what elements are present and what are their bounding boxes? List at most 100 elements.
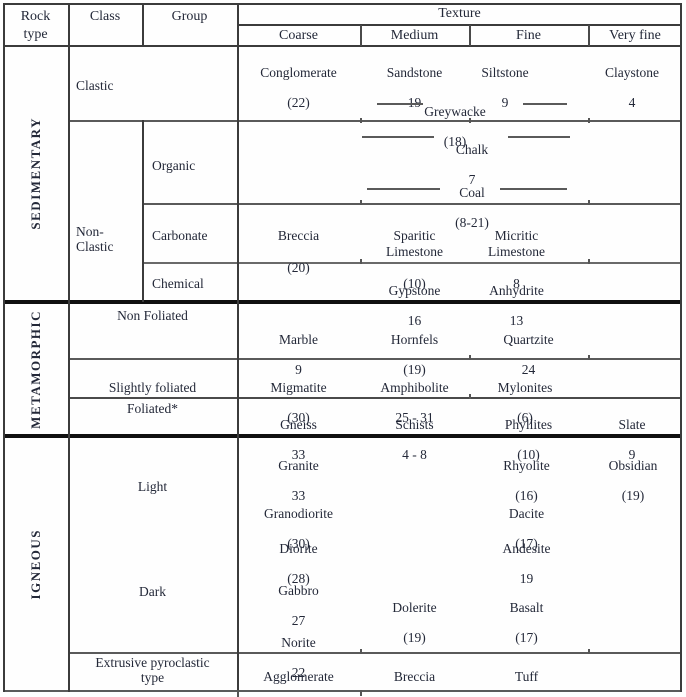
rock-granodiorite: Granodiorite (30)	[237, 491, 360, 566]
rock-value: (30)	[287, 536, 310, 551]
rock-tuff: Tuff (15)	[469, 654, 584, 697]
rock-name: Sandstone	[386, 65, 443, 80]
rock-andesite: Andesite 19	[469, 526, 584, 601]
rock-siltstone: Siltstone 9	[455, 50, 555, 125]
rock-value: 19	[519, 571, 534, 586]
rock-value: (22)	[287, 95, 310, 110]
rock-amphibolite: Amphibolite 25 - 31	[360, 365, 469, 440]
rock-dacite: Dacite (17)	[469, 491, 584, 566]
rock-value: (8-21)	[455, 215, 489, 230]
rock-name: Hornfels	[390, 332, 439, 347]
rock-value: 4	[628, 95, 636, 110]
rock-name: Diorite	[279, 541, 318, 556]
rock-name: Greywacke	[424, 104, 486, 119]
class-group-divider-header	[142, 3, 144, 47]
rock-claystone: Claystone 4	[588, 50, 676, 125]
rock-value: 27	[291, 613, 306, 628]
rock-name: Gypstone	[388, 283, 441, 298]
section-sedimentary: SEDIMENTARY	[3, 47, 68, 300]
section-sedimentary-label: SEDIMENTARY	[27, 117, 43, 230]
header-coarse: Coarse	[279, 28, 318, 43]
group-organic: Organic	[152, 158, 196, 173]
rock-name: Micritic Limestone	[488, 228, 545, 259]
rock-value: 19	[360, 95, 469, 110]
rock-quartzite: Quartzite 24	[469, 317, 588, 392]
rock-value: (20)	[287, 260, 310, 275]
header-group: Group	[171, 9, 208, 24]
texture-underline	[237, 24, 682, 26]
rock-value: (19)	[403, 630, 426, 645]
slightly-foliated-bottom-line	[68, 397, 682, 399]
rock-value: (17)	[515, 536, 538, 551]
rock-value: (19)	[403, 362, 426, 377]
rock-name: Quartzite	[503, 332, 554, 347]
header-class: Class	[89, 9, 121, 24]
rock-micritic-limestone: Micritic Limestone 8	[469, 212, 564, 308]
class-non-clastic: Non- Clastic	[76, 224, 114, 254]
rock-name: Gneiss	[280, 417, 317, 432]
rock-value: 8	[513, 276, 520, 291]
rock-name: Dolerite	[392, 600, 437, 615]
section-igneous-label: IGNEOUS	[27, 528, 43, 600]
rock-name: Breccia	[393, 669, 436, 684]
tick-mark	[469, 118, 471, 123]
header-texture: Texture	[438, 6, 481, 21]
rock-name: Tuff	[514, 669, 539, 684]
rock-name: Dacite	[508, 506, 545, 521]
rock-norite: Norite 22	[237, 620, 360, 695]
rock-hornfels: Hornfels (19)	[360, 317, 469, 392]
header-rock-type: Rock type	[20, 9, 51, 42]
rock-dolerite: Dolerite (19)	[360, 585, 469, 660]
rock-name: Schists	[395, 417, 434, 432]
class-non-foliated: Non Foliated	[117, 308, 188, 323]
rock-value: (18)	[443, 134, 467, 149]
rock-name: Amphibolite	[380, 380, 449, 395]
table-bottom-border	[3, 690, 682, 692]
chalk-left-dash	[362, 136, 434, 138]
rocktype-class-divider	[68, 3, 70, 692]
table-right-border	[680, 3, 682, 692]
organic-bottom-line	[142, 203, 682, 205]
class-group-divider-nonclastic	[142, 120, 144, 302]
rock-rhyolite: Rhyolite (16)	[469, 443, 584, 518]
rock-name: Claystone	[605, 65, 659, 80]
rock-name: Gabbro	[278, 583, 319, 598]
carbonate-bottom-line	[142, 262, 682, 264]
rock-basalt: Basalt (17)	[469, 585, 584, 660]
header-fine: Fine	[516, 28, 541, 43]
rock-gypstone: Gypstone 16	[360, 268, 469, 343]
fine-veryfine-divider	[588, 25, 590, 46]
tick-mark	[360, 200, 362, 205]
rock-granite: Granite 33	[237, 443, 360, 518]
rock-obsidian: Obsidian (19)	[588, 443, 678, 518]
class-dark: Dark	[139, 584, 166, 599]
group-chemical: Chemical	[152, 276, 204, 291]
rock-name: Marble	[279, 332, 318, 347]
tick-mark	[360, 690, 362, 696]
rock-agglomerate: Agglomerate (20)	[237, 654, 360, 697]
section-metamorphic: METAMORPHIC	[3, 304, 68, 434]
rock-value: (10)	[517, 447, 540, 462]
rock-sparitic-limestone: Sparitic Limestone (10)	[360, 212, 469, 308]
rock-name: Agglomerate	[263, 669, 334, 684]
tick-mark	[237, 690, 239, 697]
section-igneous: IGNEOUS	[3, 438, 68, 690]
tick-mark	[469, 394, 471, 399]
rock-schists: Schists 4 - 8	[360, 402, 469, 477]
rock-value: (17)	[515, 630, 538, 645]
rock-name: Breccia	[277, 228, 320, 243]
rock-name: Norite	[281, 635, 316, 650]
rock-value: (10)	[403, 276, 426, 291]
rock-value: (6)	[517, 410, 533, 425]
rock-name: Conglomerate	[260, 65, 337, 80]
rock-value: 4 - 8	[402, 447, 427, 462]
rock-name: Granite	[278, 458, 319, 473]
header-medium: Medium	[390, 28, 439, 43]
tick-mark	[360, 118, 362, 123]
medium-fine-divider	[469, 25, 471, 46]
class-light: Light	[137, 479, 168, 494]
rock-value: 16	[407, 313, 422, 328]
rock-value: 13	[509, 313, 524, 328]
tick-mark	[469, 355, 471, 360]
